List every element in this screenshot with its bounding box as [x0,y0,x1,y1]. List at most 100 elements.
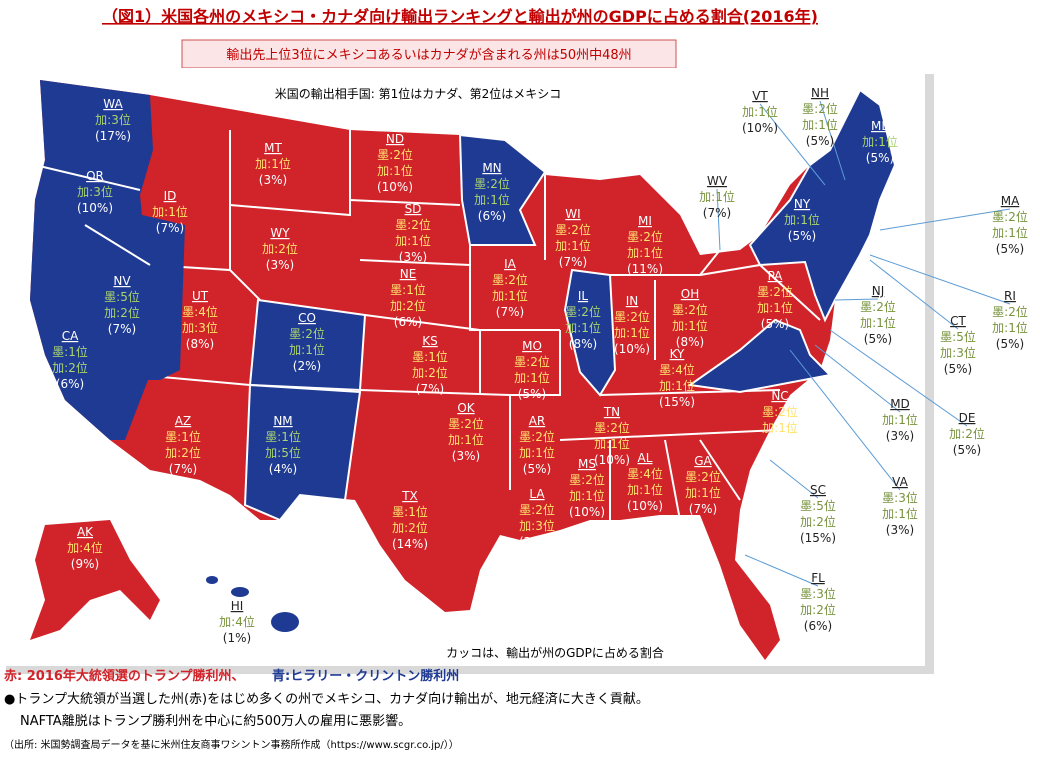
state-share: (15%) [659,395,695,409]
state-rank: 墨:5位 [940,329,976,344]
state-border [34,164,141,191]
state-share: (1%) [223,631,251,645]
state-rank: 加:1位 [762,420,798,435]
state-abbr: CT [950,314,966,328]
state-rank: 加:1位 [514,370,550,385]
state-share: (10%) [614,342,650,356]
state-share: (5%) [788,229,816,243]
state-rank: 加:1位 [492,288,528,303]
leader-line [814,344,901,413]
state-abbr: VT [752,89,768,103]
state-abbr: MT [264,141,282,155]
state-share: (5%) [523,462,551,476]
state-rank: 墨:1位 [392,504,428,519]
state-rank: 加:3位 [95,112,131,127]
state-abbr: TN [603,405,620,419]
state-rank: 加:2位 [949,426,985,441]
state-rank: 墨:2位 [565,304,601,319]
state-share: (3%) [266,258,294,272]
state-abbr: ID [164,189,177,203]
alaska [30,520,160,640]
state-abbr: CO [298,311,316,325]
state-rank: 加:1位 [395,233,431,248]
state-abbr: AK [77,525,94,539]
state-abbr: NH [811,86,829,100]
leader-line [879,208,1011,231]
state-abbr: RI [1004,289,1016,303]
state-rank: 加:1位 [862,134,898,149]
blue-va [687,318,833,394]
state-rank: 加:4位 [219,614,255,629]
title: （図1）米国各州のメキシコ・カナダ向け輸出ランキングと輸出が州のGDPに占める割… [102,7,818,26]
state-abbr: MN [482,161,501,175]
state-rank: 加:1位 [860,315,896,330]
state-share: (5%) [518,387,546,401]
banner-box [181,39,677,69]
state-share: (10%) [594,453,630,467]
state-rank: 墨:3位 [882,490,918,505]
state-abbr: KY [670,347,685,361]
state-abbr: UT [192,289,209,303]
state-rank: 加:1位 [289,342,325,357]
state-abbr: ND [386,132,404,146]
blue-il [563,268,617,397]
state-share: (6%) [766,437,794,451]
leader-line [829,329,968,427]
state-rank: 加:1位 [802,117,838,132]
state-rank: 墨:2位 [757,284,793,299]
state-rank: 加:1位 [627,482,663,497]
state-border [84,224,151,266]
state-rank: 加:1位 [519,445,555,460]
leader-line [716,188,721,251]
leader-line [769,459,819,499]
state-rank: 墨:2位 [685,469,721,484]
state-rank: 墨:2位 [992,304,1028,319]
leader-line [834,298,879,301]
state-rank: 墨:1位 [412,349,448,364]
leader-line [869,259,959,330]
state-share: (6%) [56,377,84,391]
state-abbr: LA [529,487,545,501]
state-rank: 加:1位 [594,436,630,451]
state-rank: 加:2位 [262,241,298,256]
state-share: (6%) [804,619,832,633]
state-abbr: SC [810,483,826,497]
state-rank: 墨:2位 [860,299,896,314]
state-rank: 加:1位 [569,488,605,503]
state-rank: 墨:5位 [800,498,836,513]
state-rank: 加:2位 [800,514,836,529]
state-rank: 加:1位 [627,245,663,260]
state-abbr: SD [405,202,422,216]
state-share: (7%) [496,305,524,319]
leader-line [789,349,901,491]
state-abbr: GA [694,454,712,468]
state-share: (5%) [996,337,1024,351]
state-rank: 加:1位 [699,189,735,204]
hawaii [271,612,299,632]
state-share: (7%) [108,322,136,336]
state-share: (15%) [800,531,836,545]
state-rank: 加:1位 [565,320,601,335]
state-rank: 墨:2位 [492,272,528,287]
state-share: (10%) [627,499,663,513]
state-rank: 墨:2位 [474,176,510,191]
state-abbr: WA [103,97,123,111]
state-share: (17%) [95,129,131,143]
state-abbr: DE [959,411,976,425]
legend-red: 赤: 2016年大統領選のトランプ勝利州、 [4,668,245,684]
state-share: (14%) [392,537,428,551]
state-rank: 墨:1位 [265,429,301,444]
state-rank: 加:1位 [152,204,188,219]
state-share: (7%) [689,502,717,516]
state-share: (10%) [742,121,778,135]
leader-line [869,254,1011,305]
state-abbr: WY [270,226,290,240]
state-rank: 加:1位 [255,156,291,171]
state-rank: 加:2位 [165,445,201,460]
state-rank: 墨:2位 [672,302,708,317]
blue-nm [243,383,362,522]
state-rank: 墨:2位 [519,502,555,517]
state-abbr: MD [890,397,910,411]
state-abbr: ME [871,119,889,133]
